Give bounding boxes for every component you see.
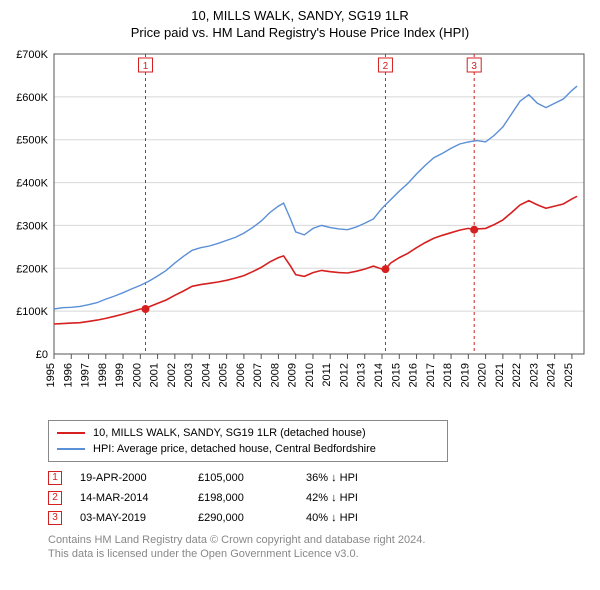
x-tick-label: 2012 — [338, 363, 350, 387]
event-vline-label: 3 — [471, 61, 477, 72]
x-tick-label: 2013 — [356, 363, 368, 387]
x-tick-label: 2018 — [442, 363, 454, 387]
x-tick-label: 2016 — [408, 363, 420, 387]
footer-line-2: This data is licensed under the Open Gov… — [48, 548, 590, 562]
event-delta: 36% ↓ HPI — [306, 472, 358, 484]
x-tick-label: 2008 — [269, 363, 281, 387]
series-price-paid — [54, 196, 577, 324]
legend-row: HPI: Average price, detached house, Cent… — [57, 441, 439, 457]
title-line-2: Price paid vs. HM Land Registry's House … — [10, 25, 590, 42]
x-tick-label: 2014 — [373, 363, 385, 387]
event-number-box: 3 — [48, 511, 62, 525]
event-number-box: 2 — [48, 491, 62, 505]
event-row: 2 14-MAR-2014 £198,000 42% ↓ HPI — [48, 488, 590, 508]
x-tick-label: 2002 — [166, 363, 178, 387]
x-tick-label: 2015 — [390, 363, 402, 387]
x-tick-label: 2022 — [511, 363, 523, 387]
event-price: £290,000 — [198, 512, 288, 524]
event-row: 1 19-APR-2000 £105,000 36% ↓ HPI — [48, 468, 590, 488]
x-tick-label: 2021 — [494, 363, 506, 387]
event-delta: 42% ↓ HPI — [306, 492, 358, 504]
footer: Contains HM Land Registry data © Crown c… — [48, 534, 590, 562]
title-line-1: 10, MILLS WALK, SANDY, SG19 1LR — [10, 8, 590, 25]
page: 10, MILLS WALK, SANDY, SG19 1LR Price pa… — [0, 0, 600, 590]
event-marker-dot — [141, 305, 149, 313]
event-price: £198,000 — [198, 492, 288, 504]
y-tick-label: £100K — [16, 306, 48, 318]
x-tick-label: 2011 — [321, 363, 333, 387]
y-tick-label: £300K — [16, 220, 48, 232]
x-tick-label: 2019 — [459, 363, 471, 387]
legend: 10, MILLS WALK, SANDY, SG19 1LR (detache… — [48, 420, 448, 462]
x-tick-label: 1997 — [80, 363, 92, 387]
legend-label: HPI: Average price, detached house, Cent… — [93, 443, 376, 455]
event-marker-dot — [381, 265, 389, 273]
y-tick-label: £200K — [16, 263, 48, 275]
x-tick-label: 2001 — [149, 363, 161, 387]
event-date: 14-MAR-2014 — [80, 492, 180, 504]
event-number-box: 1 — [48, 471, 62, 485]
event-row: 3 03-MAY-2019 £290,000 40% ↓ HPI — [48, 508, 590, 528]
x-tick-label: 2020 — [477, 363, 489, 387]
x-tick-label: 1995 — [45, 363, 57, 387]
event-vline-label: 1 — [143, 61, 149, 72]
events-table: 1 19-APR-2000 £105,000 36% ↓ HPI 2 14-MAR-201… — [48, 468, 590, 528]
x-tick-label: 2010 — [304, 363, 316, 387]
x-tick-label: 2025 — [563, 363, 575, 387]
plot-border — [54, 54, 584, 354]
x-tick-label: 2007 — [252, 363, 264, 387]
legend-swatch — [57, 432, 85, 434]
x-tick-label: 2024 — [546, 363, 558, 387]
price-chart: £0 £100K £200K £300K £400K £500K £600K £700K 199… — [10, 46, 590, 416]
x-tick-label: 1998 — [97, 363, 109, 387]
legend-swatch — [57, 448, 85, 450]
event-date: 03-MAY-2019 — [80, 512, 180, 524]
x-tick-label: 2005 — [218, 363, 230, 387]
x-tick-label: 2009 — [287, 363, 299, 387]
event-delta: 40% ↓ HPI — [306, 512, 358, 524]
x-tick-label: 2000 — [131, 363, 143, 387]
x-tick-label: 2004 — [200, 363, 212, 387]
event-vline-label: 2 — [383, 61, 389, 72]
y-tick-label: £400K — [16, 177, 48, 189]
chart-area: £0 £100K £200K £300K £400K £500K £600K £700K 199… — [10, 46, 590, 416]
x-tick-label: 2003 — [183, 363, 195, 387]
y-tick-label: £700K — [16, 49, 48, 61]
event-date: 19-APR-2000 — [80, 472, 180, 484]
legend-row: 10, MILLS WALK, SANDY, SG19 1LR (detache… — [57, 425, 439, 441]
footer-line-1: Contains HM Land Registry data © Crown c… — [48, 534, 590, 548]
y-tick-label: £500K — [16, 134, 48, 146]
event-price: £105,000 — [198, 472, 288, 484]
event-marker-dot — [470, 225, 478, 233]
series-hpi — [54, 86, 577, 309]
x-tick-label: 2023 — [528, 363, 540, 387]
legend-label: 10, MILLS WALK, SANDY, SG19 1LR (detache… — [93, 427, 366, 439]
x-tick-label: 1996 — [62, 363, 74, 387]
y-tick-label: £0 — [36, 349, 48, 361]
x-tick-label: 2017 — [425, 363, 437, 387]
x-tick-label: 2006 — [235, 363, 247, 387]
y-tick-label: £600K — [16, 92, 48, 104]
x-tick-label: 1999 — [114, 363, 126, 387]
